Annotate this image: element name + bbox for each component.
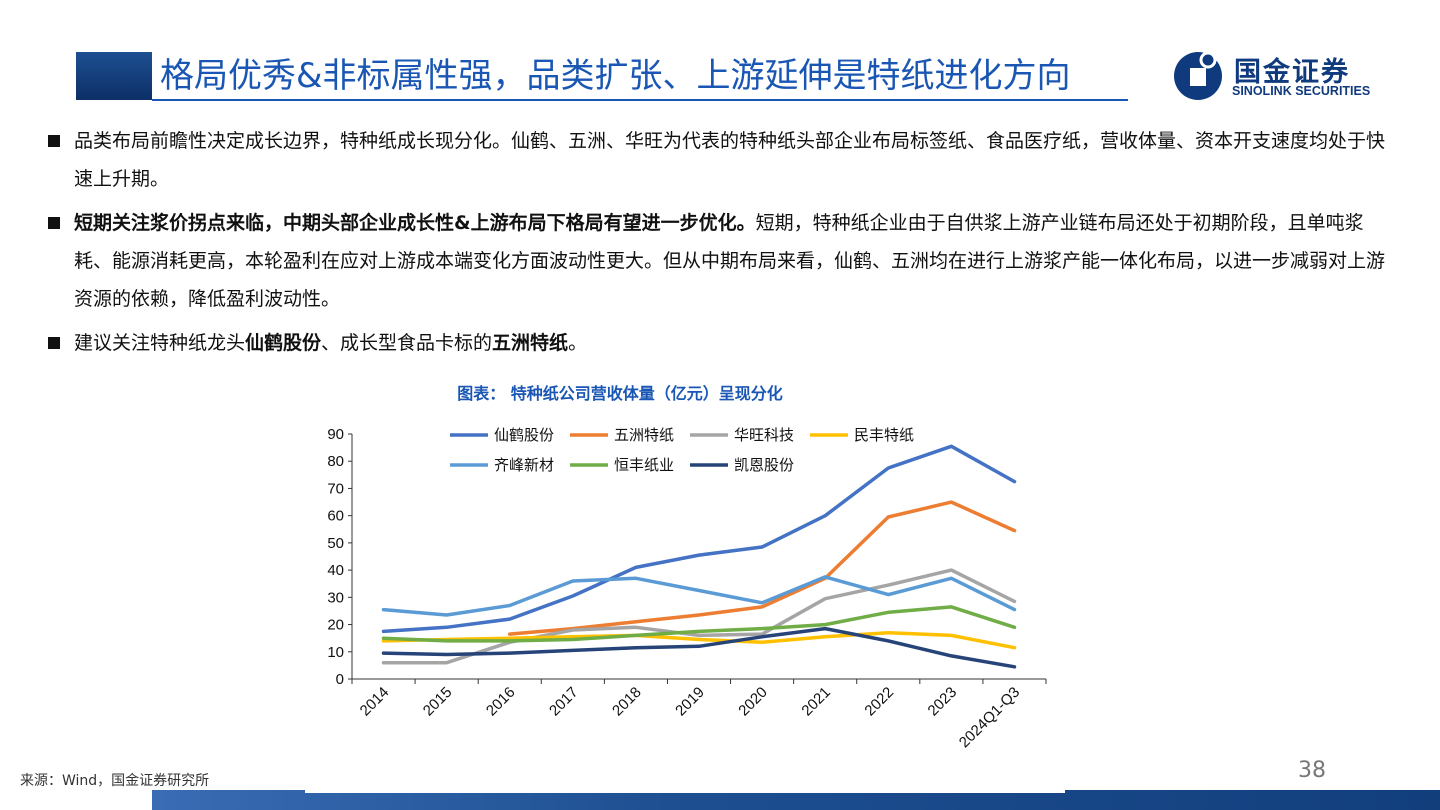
y-tick-label: 0 xyxy=(336,671,344,688)
y-tick-label: 10 xyxy=(327,644,344,661)
title-underline xyxy=(152,99,1128,101)
title-bar xyxy=(76,52,1128,100)
y-tick-label: 50 xyxy=(327,535,344,552)
bullet-square-icon xyxy=(48,337,60,349)
footer-bar xyxy=(152,790,1440,810)
bullet-item: 短期关注浆价拐点来临，中期头部企业成长性&上游布局下格局有望进一步优化。短期，特… xyxy=(48,204,1388,318)
bullet-item: 建议关注特种纸龙头仙鹤股份、成长型食品卡标的五洲特纸。 xyxy=(48,324,1388,362)
y-tick-label: 90 xyxy=(327,426,344,443)
series-line xyxy=(381,626,1017,669)
y-tick-label: 30 xyxy=(327,589,344,606)
x-tick-label: 2023 xyxy=(925,684,961,720)
legend-label: 恒丰纸业 xyxy=(614,456,674,474)
legend-label: 民丰特纸 xyxy=(854,426,914,444)
bullet-list: 品类布局前瞻性决定成长边界，特种纸成长现分化。仙鹤、五洲、华旺为代表的特种纸头部… xyxy=(48,122,1388,364)
chart-caption: 图表： 特种纸公司营收体量（亿元）呈现分化 xyxy=(457,384,783,403)
bullet-text: 品类布局前瞻性决定成长边界，特种纸成长现分化。仙鹤、五洲、华旺为代表的特种纸头部… xyxy=(74,130,1386,190)
legend-label: 五洲特纸 xyxy=(614,426,674,444)
bullet-item: 品类布局前瞻性决定成长边界，特种纸成长现分化。仙鹤、五洲、华旺为代表的特种纸头部… xyxy=(48,122,1388,198)
legend-label: 齐峰新材 xyxy=(494,456,554,474)
x-tick-label: 2019 xyxy=(672,684,708,720)
x-tick-label: 2021 xyxy=(798,684,834,720)
title-accent-block xyxy=(76,52,152,100)
bullet-square-icon xyxy=(48,217,60,229)
y-tick-label: 60 xyxy=(327,508,344,525)
series-line xyxy=(381,444,1017,634)
page-number: 38 xyxy=(1298,758,1326,783)
series-line xyxy=(381,575,1017,617)
revenue-line-chart: 0 10 20 30 40 50 60 70 80 90 2014 2015 2016 2017 2018 2… xyxy=(327,426,1047,751)
x-tick-label: 2024Q1-Q3 xyxy=(956,684,1023,751)
bullet-bold-text: 五洲特纸 xyxy=(492,332,569,354)
bullet-text: 短期，特种纸企业由于自供浆上游产业链布局还处于初期阶段，且单吨浆耗、能源消耗更高… xyxy=(74,212,1386,310)
bullet-text: 、成长型食品卡标的 xyxy=(321,332,493,354)
bullet-bold-text: 短期关注浆价拐点来临，中期头部企业成长性&上游布局下格局有望进一步优化。 xyxy=(74,212,756,234)
x-tick-label: 2022 xyxy=(861,684,897,720)
bullet-bold-text: 仙鹤股份 xyxy=(245,332,322,354)
series-line xyxy=(381,630,1017,650)
y-tick-label: 80 xyxy=(327,453,344,470)
bullet-square-icon xyxy=(48,135,60,147)
y-tick-label: 20 xyxy=(327,617,344,634)
y-tick-label: 40 xyxy=(327,562,344,579)
legend-label: 凯恩股份 xyxy=(734,456,794,474)
x-tick-label: 2016 xyxy=(483,684,519,720)
bullet-text: 。 xyxy=(568,332,588,354)
legend-label: 华旺科技 xyxy=(734,426,794,444)
bullet-text: 建议关注特种纸龙头 xyxy=(74,332,246,354)
footer-divider xyxy=(305,790,1065,793)
x-tick-label: 2015 xyxy=(420,684,456,720)
series-line xyxy=(381,568,1017,665)
y-tick-label: 70 xyxy=(327,480,344,497)
source-note: 来源：Wind，国金证券研究所 xyxy=(20,773,210,789)
page-title: 格局优秀&非标属性强，品类扩张、上游延伸是特纸进化方向 xyxy=(160,56,1071,96)
logo-chinese-name: 国金证券 xyxy=(1234,57,1350,88)
sinolink-logo-icon xyxy=(1174,51,1222,100)
logo-english-name: SINOLINK SECURITIES xyxy=(1232,84,1371,98)
x-tick-label: 2017 xyxy=(546,684,582,720)
x-tick-label: 2020 xyxy=(735,684,771,720)
legend-label: 仙鹤股份 xyxy=(494,426,554,444)
company-logo: 国金证券 SINOLINK SECURITIES xyxy=(1170,46,1410,106)
series-line xyxy=(381,605,1017,643)
series-line xyxy=(507,500,1017,636)
x-tick-label: 2014 xyxy=(357,684,393,720)
x-tick-label: 2018 xyxy=(609,684,645,720)
